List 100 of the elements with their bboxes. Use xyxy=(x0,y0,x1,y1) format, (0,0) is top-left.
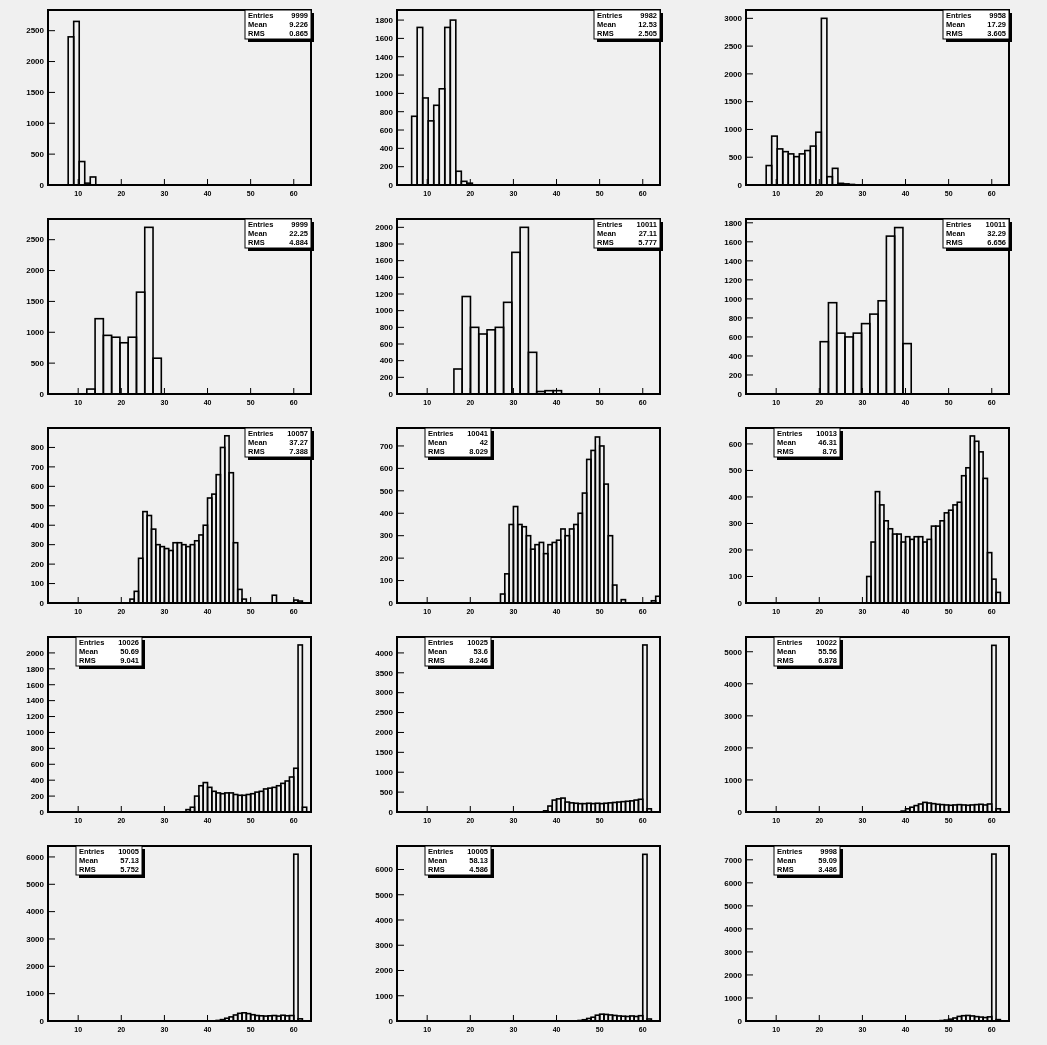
y-tick-label: 5000 xyxy=(724,901,743,911)
y-tick-label: 800 xyxy=(379,107,394,117)
y-tick-label: 2500 xyxy=(26,235,45,245)
y-tick-label: 2500 xyxy=(724,41,743,51)
y-tick-label: 1600 xyxy=(26,680,45,690)
y-tick-label: 0 xyxy=(737,598,743,608)
y-tick-label: 500 xyxy=(30,358,45,368)
y-tick-label: 100 xyxy=(30,579,45,589)
y-tick-label: 200 xyxy=(379,373,394,383)
y-tick-label: 0 xyxy=(39,180,45,190)
y-tick-label: 1500 xyxy=(26,88,45,98)
y-tick-label: 1600 xyxy=(375,256,394,266)
y-tick-label: 1200 xyxy=(724,275,743,285)
y-tick-label: 1000 xyxy=(375,768,394,778)
y-tick-label: 0 xyxy=(39,1016,45,1026)
y-tick-label: 1500 xyxy=(724,97,743,107)
y-tick-label: 1800 xyxy=(724,218,743,228)
y-tick-label: 0 xyxy=(388,598,394,608)
y-tick-label: 0 xyxy=(388,180,394,190)
y-tick-label: 0 xyxy=(388,807,394,817)
y-tick-label: 400 xyxy=(728,351,743,361)
y-tick-label: 400 xyxy=(379,144,394,154)
y-tick-label: 400 xyxy=(379,356,394,366)
y-tick-label: 1000 xyxy=(375,991,394,1001)
y-tick-label: 200 xyxy=(30,559,45,569)
y-tick-label: 4000 xyxy=(375,915,394,925)
y-tick-label: 1200 xyxy=(26,712,45,722)
y-tick-label: 1000 xyxy=(26,119,45,129)
y-tick-label: 300 xyxy=(379,531,394,541)
y-tick-label: 600 xyxy=(728,332,743,342)
y-tick-label: 0 xyxy=(388,1016,394,1026)
y-tick-label: 200 xyxy=(728,370,743,380)
y-tick-label: 0 xyxy=(39,389,45,399)
y-tick-label: 5000 xyxy=(375,890,394,900)
y-tick-label: 400 xyxy=(30,775,45,785)
y-tick-label: 6000 xyxy=(26,852,45,862)
y-tick-label: 300 xyxy=(728,519,743,529)
y-tick-label: 1200 xyxy=(375,289,394,299)
y-tick-label: 1000 xyxy=(26,728,45,738)
y-tick-label: 4000 xyxy=(724,679,743,689)
y-tick-label: 3000 xyxy=(375,688,394,698)
y-tick-label: 200 xyxy=(379,553,394,563)
y-tick-label: 600 xyxy=(379,125,394,135)
y-tick-label: 500 xyxy=(379,486,394,496)
y-tick-label: 2500 xyxy=(375,708,394,718)
y-tick-label: 4000 xyxy=(724,924,743,934)
y-tick-label: 500 xyxy=(379,787,394,797)
y-tick-label: 2000 xyxy=(26,266,45,276)
y-tick-label: 400 xyxy=(379,509,394,519)
y-tick-label: 200 xyxy=(30,791,45,801)
y-tick-label: 3000 xyxy=(375,941,394,951)
y-tick-label: 500 xyxy=(728,466,743,476)
y-tick-label: 0 xyxy=(737,1016,743,1026)
y-tick-label: 3000 xyxy=(724,14,743,24)
y-tick-label: 1500 xyxy=(26,297,45,307)
y-tick-label: 700 xyxy=(379,441,394,451)
y-tick-label: 1800 xyxy=(26,664,45,674)
y-tick-label: 100 xyxy=(728,572,743,582)
y-tick-label: 7000 xyxy=(724,855,743,865)
y-tick-label: 500 xyxy=(30,149,45,159)
y-tick-label: 3500 xyxy=(375,668,394,678)
y-tick-label: 1400 xyxy=(375,273,394,283)
y-tick-label: 200 xyxy=(379,162,394,172)
y-tick-label: 0 xyxy=(39,598,45,608)
y-tick-label: 1400 xyxy=(26,696,45,706)
y-tick-label: 3000 xyxy=(724,711,743,721)
y-tick-label: 2000 xyxy=(26,648,45,658)
y-tick-label: 1000 xyxy=(375,89,394,99)
y-tick-label: 100 xyxy=(379,576,394,586)
y-tick-label: 1000 xyxy=(724,125,743,135)
y-tick-label: 300 xyxy=(30,540,45,550)
y-tick-label: 400 xyxy=(728,492,743,502)
y-tick-label: 1500 xyxy=(375,748,394,758)
y-tick-label: 600 xyxy=(30,760,45,770)
y-tick-label: 1000 xyxy=(724,775,743,785)
y-tick-label: 4000 xyxy=(26,907,45,917)
y-tick-label: 1000 xyxy=(724,294,743,304)
y-tick-label: 3000 xyxy=(26,934,45,944)
y-tick-label: 800 xyxy=(728,313,743,323)
y-tick-label: 1000 xyxy=(26,328,45,338)
y-tick-label: 6000 xyxy=(375,865,394,875)
y-tick-label: 0 xyxy=(388,389,394,399)
y-tick-label: 600 xyxy=(30,482,45,492)
y-tick-label: 2000 xyxy=(375,728,394,738)
y-tick-label: 2000 xyxy=(375,966,394,976)
y-tick-label: 6000 xyxy=(724,878,743,888)
y-tick-label: 700 xyxy=(30,462,45,472)
y-tick-label: 1000 xyxy=(724,993,743,1003)
y-tick-label: 200 xyxy=(728,545,743,555)
y-tick-label: 400 xyxy=(30,521,45,531)
y-tick-label: 2000 xyxy=(26,962,45,972)
y-tick-label: 600 xyxy=(728,439,743,449)
y-tick-label: 2000 xyxy=(724,970,743,980)
y-tick-label: 1800 xyxy=(375,15,394,25)
y-tick-label: 800 xyxy=(30,744,45,754)
y-tick-label: 600 xyxy=(379,339,394,349)
y-tick-label: 0 xyxy=(737,807,743,817)
y-tick-label: 0 xyxy=(39,807,45,817)
y-tick-label: 500 xyxy=(30,501,45,511)
y-tick-label: 800 xyxy=(30,443,45,453)
